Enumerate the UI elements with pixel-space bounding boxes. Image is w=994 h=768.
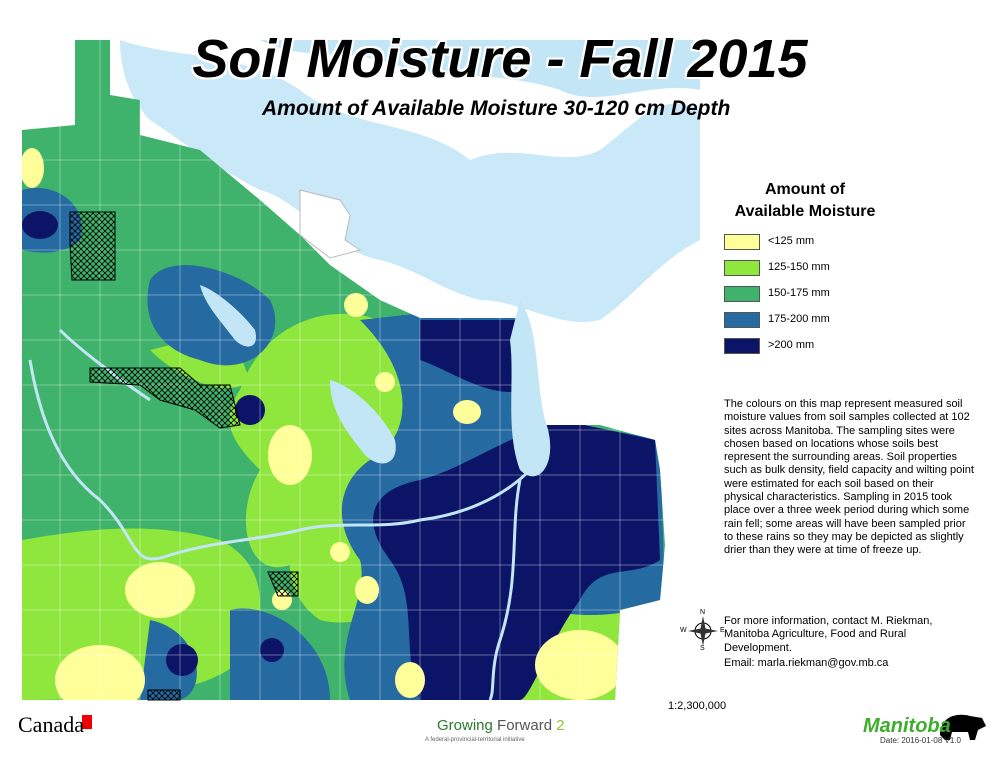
lakes bbox=[200, 285, 551, 477]
subtitle: Amount of Available Moisture 30-120 cm D… bbox=[262, 97, 731, 120]
growing-forward-logo: Growing Forward 2 bbox=[437, 717, 565, 734]
compass-e: E bbox=[720, 627, 725, 634]
legend-label: >200 mm bbox=[768, 339, 815, 351]
compass-n: N bbox=[700, 609, 706, 616]
compass-w: W bbox=[680, 627, 687, 634]
email: Email: marla.riekman@gov.mb.ca bbox=[724, 657, 889, 669]
hatched-areas bbox=[69, 211, 299, 701]
logo-text: Growing bbox=[437, 717, 493, 734]
lakes-north bbox=[120, 40, 700, 323]
legend-title: Amount of bbox=[765, 181, 845, 198]
tagline: A federal-provincial-territorial initiat… bbox=[425, 737, 525, 743]
manitoba-logo: Manitoba bbox=[863, 715, 951, 737]
legend-swatch bbox=[724, 234, 760, 250]
description: The colours on this map represent measur… bbox=[724, 398, 974, 557]
legend-label: 150-175 mm bbox=[768, 287, 830, 299]
logo-text: 2 bbox=[556, 717, 565, 734]
island bbox=[299, 189, 362, 259]
compass-s: S bbox=[700, 645, 705, 652]
legend-label: 125-150 mm bbox=[768, 261, 830, 273]
legend-swatch bbox=[724, 338, 760, 354]
bison-logo bbox=[940, 714, 986, 740]
contact: For more information, contact M. Riekman… bbox=[724, 615, 933, 654]
canada-logo: Canada bbox=[18, 712, 84, 737]
scale: 1:2,300,000 bbox=[668, 700, 727, 712]
legend-label: 175-200 mm bbox=[768, 313, 830, 325]
title: Soil Moisture - Fall 2015 bbox=[192, 29, 808, 89]
flag bbox=[82, 715, 92, 729]
legend-label: <125 mm bbox=[768, 235, 815, 247]
legend-swatch bbox=[724, 260, 760, 276]
compass bbox=[688, 616, 718, 646]
rivers bbox=[28, 328, 532, 701]
legend-swatch bbox=[724, 286, 760, 302]
logo-text: Forward bbox=[497, 717, 553, 734]
date: Date: 2016-01-08 V1.0 bbox=[880, 736, 961, 745]
legend-title: Available Moisture bbox=[734, 203, 876, 220]
legend-swatch bbox=[724, 312, 760, 328]
